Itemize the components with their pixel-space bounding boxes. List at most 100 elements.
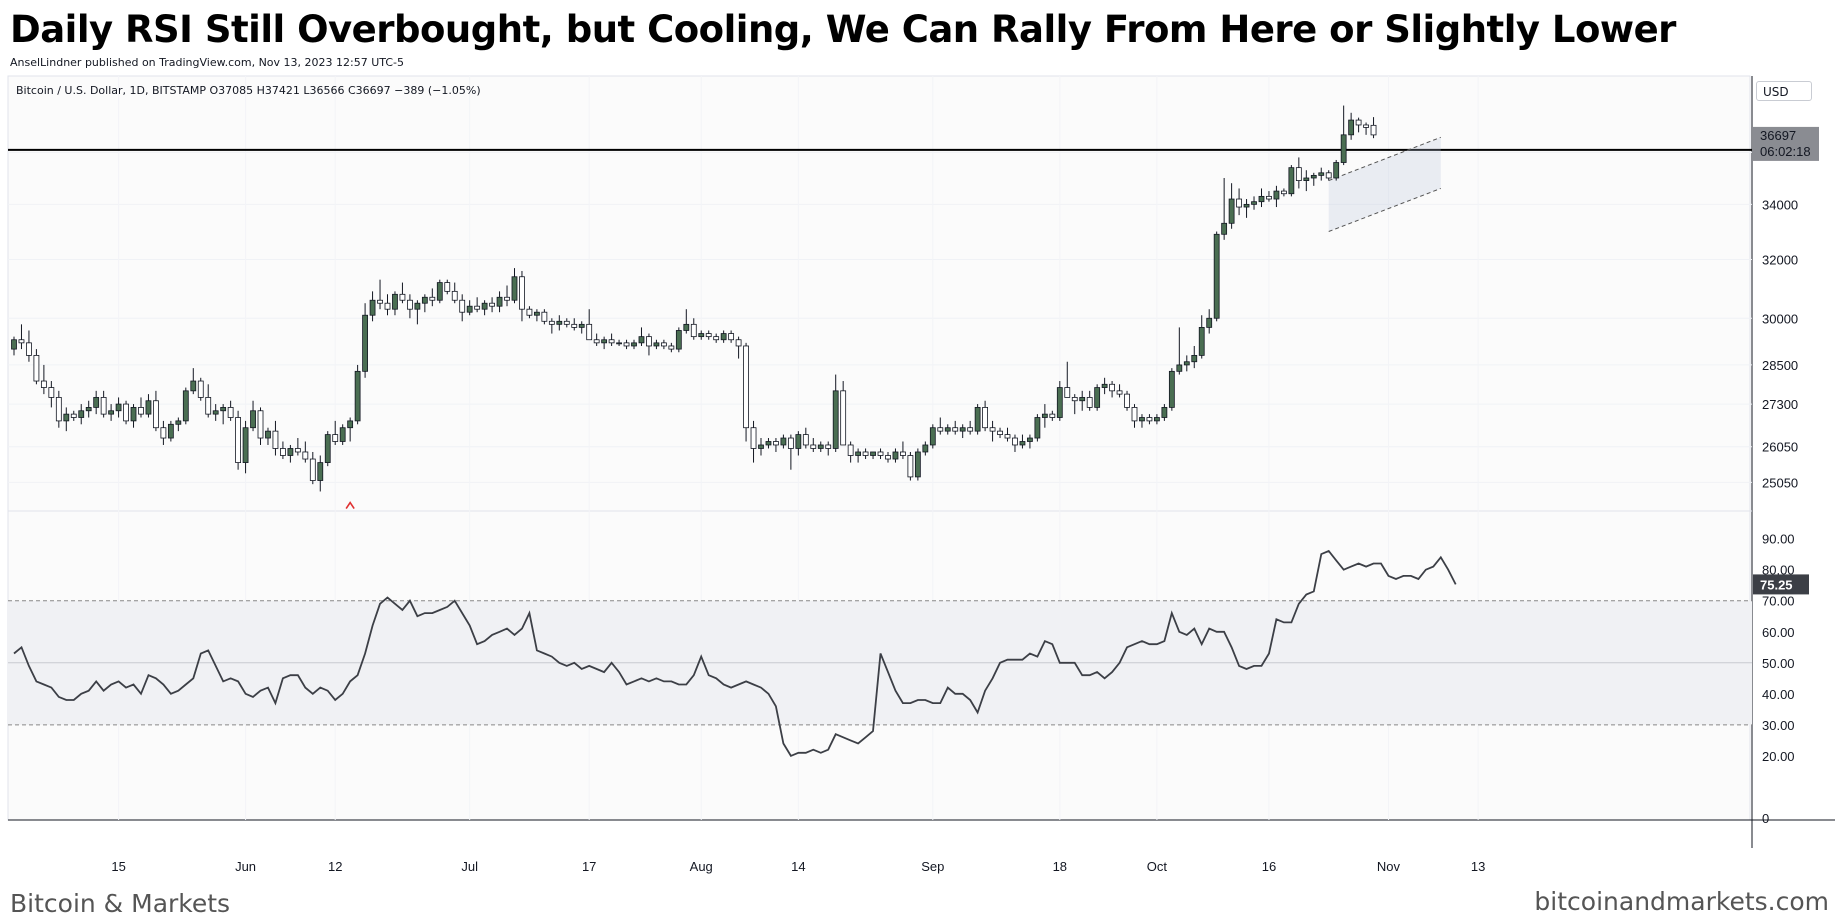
candle-down [937, 427, 944, 432]
candle-up [855, 451, 862, 456]
candle-up [212, 410, 219, 415]
candle-down [1355, 119, 1362, 126]
candle-up [369, 299, 376, 316]
candle-up [115, 403, 122, 412]
candle-up [601, 339, 608, 344]
candle-up [1139, 417, 1145, 422]
candle-down [907, 455, 914, 478]
candle-up [362, 314, 368, 372]
candle-down [444, 282, 451, 292]
candle-up [78, 410, 85, 418]
channel-upper-line [1328, 136, 1441, 182]
candle-down [302, 451, 309, 460]
time-tick-label: Aug [690, 859, 713, 874]
time-tick-label: Nov [1377, 859, 1401, 874]
candle-down [646, 336, 652, 347]
candle-down [1281, 190, 1287, 195]
candle-down [294, 448, 301, 453]
candle-down [877, 451, 884, 456]
candle-down [1071, 397, 1078, 402]
candle-down [227, 407, 234, 418]
candle-up [1310, 174, 1317, 179]
time-tick-label: Jul [461, 859, 478, 874]
candle-down [735, 339, 742, 347]
candle-down [429, 296, 436, 301]
rsi-tick-label: 70.00 [1762, 594, 1795, 609]
candle-up [182, 390, 189, 422]
candle-up [93, 397, 100, 408]
candle-down [668, 345, 675, 350]
candle-up [720, 333, 727, 341]
price-tick-label: 27300 [1762, 397, 1798, 412]
candle-down [840, 390, 847, 446]
rsi-tick-label: 50.00 [1762, 656, 1795, 671]
candle-up [145, 400, 152, 415]
candle-down [257, 410, 264, 439]
candle-down [1370, 124, 1377, 136]
rsi-tick-label: 80.00 [1762, 563, 1795, 578]
time-tick-label: 12 [328, 859, 342, 874]
candle-down [743, 345, 749, 429]
candle-up [108, 410, 115, 415]
candle-down [593, 339, 600, 344]
candle-down [885, 455, 891, 460]
footer-brand: Bitcoin & Markets [10, 889, 231, 918]
channel-fill [1328, 137, 1441, 232]
candle-down [952, 427, 959, 432]
candle-up [631, 342, 637, 347]
candle-up [914, 451, 921, 478]
candle-down [847, 444, 854, 456]
candle-down [399, 293, 406, 301]
time-tick-label: Sep [921, 859, 944, 874]
candle-down [1363, 124, 1369, 128]
rsi-last-tag [1753, 574, 1809, 595]
price-tick-label: 25050 [1762, 475, 1798, 490]
candle-down [407, 299, 413, 310]
candle-up [287, 448, 294, 456]
candle-up [85, 407, 92, 412]
last-price-label: 36697 [1760, 128, 1796, 143]
candle-up [638, 336, 645, 344]
candle-down [548, 320, 555, 325]
candle-down [1109, 383, 1115, 392]
candle-up [959, 427, 966, 432]
candle-up [1183, 361, 1190, 366]
candle-up [616, 342, 622, 345]
candle-up [578, 323, 585, 328]
candle-down [563, 320, 570, 325]
candle-up [758, 444, 764, 449]
candle-up [130, 407, 137, 422]
candle-down [1146, 417, 1153, 422]
candle-down [1325, 172, 1332, 179]
byline: AnselLindner published on TradingView.co… [10, 56, 404, 69]
candle-up [481, 302, 488, 310]
candle-up [167, 423, 174, 439]
candle-up [1333, 162, 1340, 179]
currency-selector[interactable]: USD [1756, 81, 1812, 101]
candle-up [1019, 441, 1026, 446]
candle-down [489, 302, 495, 307]
candle-up [265, 430, 271, 439]
candle-up [1168, 370, 1175, 408]
candle-up [496, 296, 503, 307]
price-tick-label: 30000 [1762, 311, 1798, 326]
candle-up [1079, 397, 1086, 402]
candle-down [26, 342, 32, 356]
price-tick-label: 26050 [1762, 440, 1798, 455]
candle-up [1176, 364, 1183, 372]
candle-up [339, 427, 346, 442]
candle-up [414, 302, 421, 310]
time-tick-label: Jun [235, 859, 256, 874]
candle-up [1198, 327, 1205, 356]
candle-down [153, 400, 159, 429]
candle-up [63, 413, 70, 422]
candle-up [511, 276, 518, 301]
candle-down [377, 299, 383, 304]
candle-up [1273, 190, 1280, 200]
candle-down [526, 308, 533, 316]
candle-up [1094, 387, 1101, 408]
candle-up [1258, 195, 1265, 203]
candle-down [862, 451, 869, 456]
candle-down [982, 407, 988, 429]
candle-down [586, 323, 593, 341]
